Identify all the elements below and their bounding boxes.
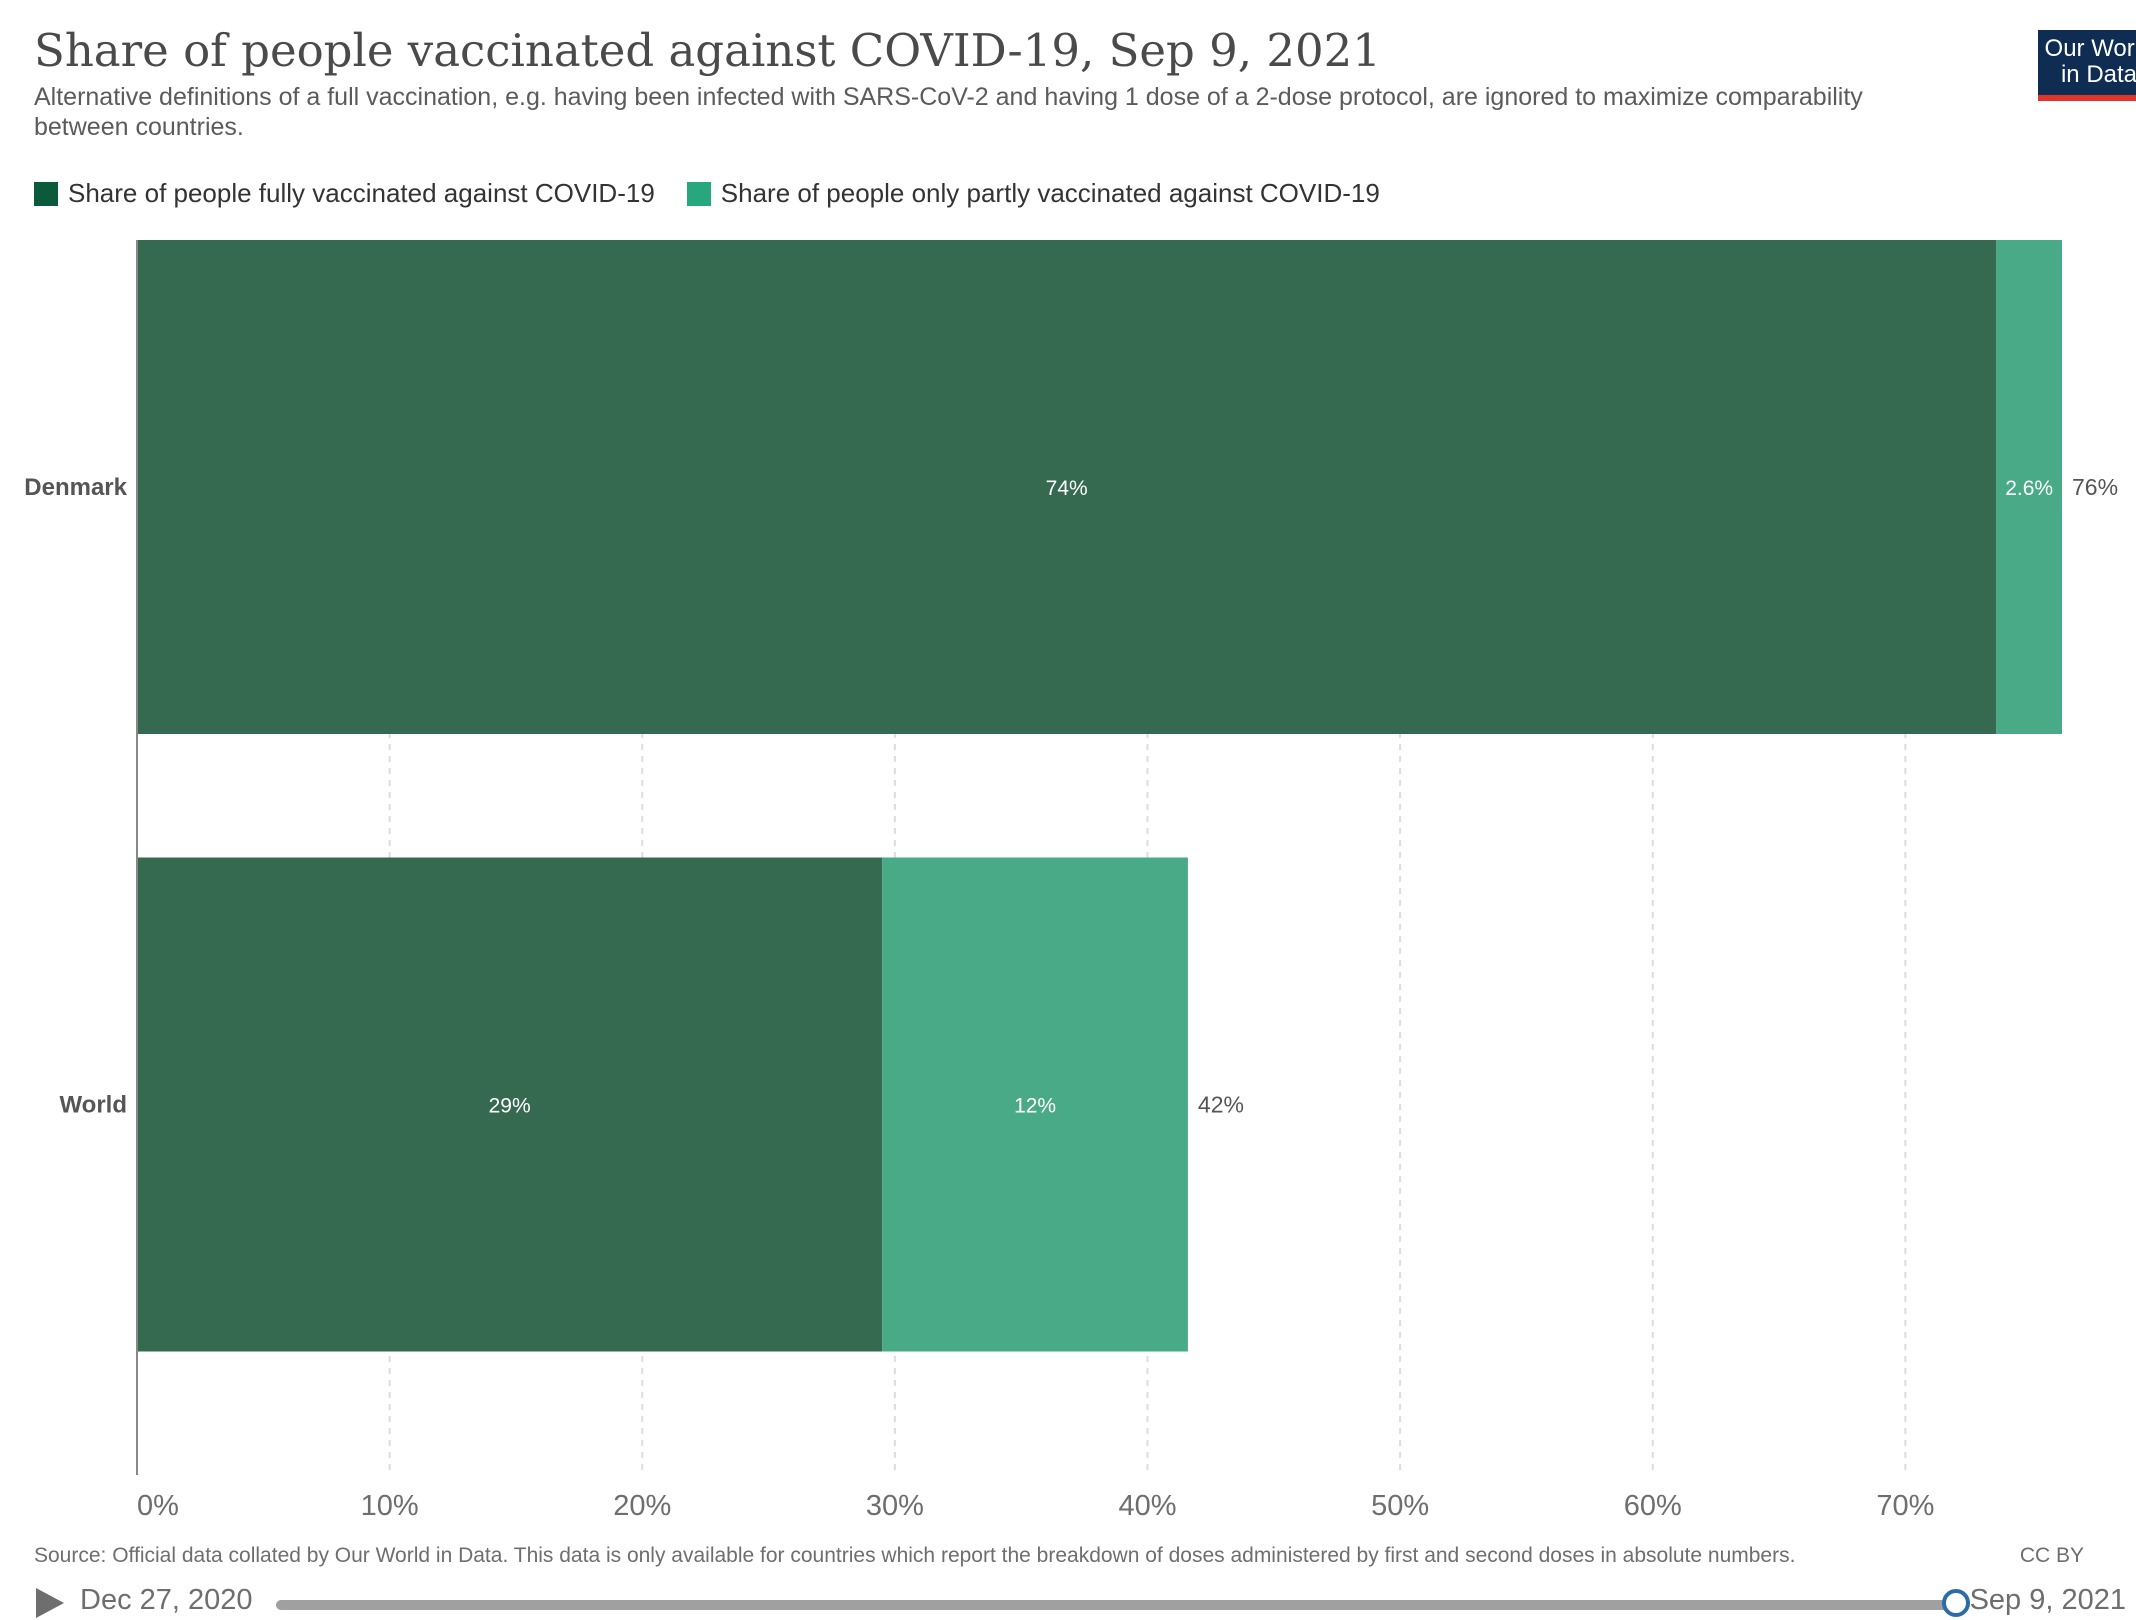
timeline: Dec 27, 2020 Sep 9, 2021 <box>0 1580 2136 1620</box>
legend-swatch-partly <box>686 181 711 206</box>
bar-value-label: 74% <box>1046 477 1088 500</box>
bar-value-label: 29% <box>489 1095 531 1118</box>
bar-total-label: 76% <box>2072 474 2118 500</box>
chart-subtitle: Alternative definitions of a full vaccin… <box>34 83 1863 141</box>
timeline-handle[interactable] <box>1942 1589 1970 1617</box>
x-tick-label: 30% <box>866 1490 924 1522</box>
play-icon[interactable] <box>36 1588 64 1618</box>
legend-label-fully: Share of people fully vaccinated against… <box>68 178 655 208</box>
x-tick-label: 40% <box>1118 1490 1176 1522</box>
chart-title: Share of people vaccinated against COVID… <box>34 24 1381 77</box>
x-tick-label: 0% <box>137 1490 179 1522</box>
legend-label-partly: Share of people only partly vaccinated a… <box>720 178 1380 208</box>
x-tick-label: 70% <box>1876 1490 1934 1522</box>
bar-segment <box>137 857 883 1352</box>
category-label: World <box>59 1092 127 1119</box>
legend-item-fully[interactable]: Share of people fully vaccinated against… <box>34 178 655 209</box>
bar-chart: 0% 10% 20% 30% 40% 50% 60% 70% 74% 2.6% 76% Denmark… <box>24 240 2118 1522</box>
legend-item-partly[interactable]: Share of people only partly vaccinated a… <box>686 178 1380 209</box>
x-tick-label: 60% <box>1624 1490 1682 1522</box>
x-tick-label: 50% <box>1371 1490 1429 1522</box>
timeline-track-fill <box>276 1600 1956 1610</box>
bar-total-label: 42% <box>1198 1092 1244 1118</box>
bar-value-label: 12% <box>1014 1095 1056 1118</box>
bar-segment <box>137 240 1997 734</box>
logo-line-1: Our World <box>2044 35 2136 62</box>
owid-logo[interactable]: Our World in Data <box>2038 30 2136 101</box>
timeline-start-label[interactable]: Dec 27, 2020 <box>80 1584 253 1616</box>
category-label: Denmark <box>24 474 127 501</box>
x-tick-label: 10% <box>361 1490 419 1522</box>
legend-swatch-fully <box>34 181 58 206</box>
timeline-end-label[interactable]: Sep 9, 2021 <box>1969 1584 2126 1616</box>
chart-legend: Share of people fully vaccinated against… <box>34 178 1412 209</box>
source-note: Source: Official data collated by Our Wo… <box>34 1544 1796 1567</box>
x-tick-label: 20% <box>613 1490 671 1522</box>
license-link[interactable]: CC BY <box>2019 1544 2084 1567</box>
logo-red-bar <box>2038 95 2136 101</box>
bar-segment <box>1996 240 2062 734</box>
logo-line-2: in Data <box>2060 61 2136 88</box>
bar-value-label: 2.6% <box>2005 477 2053 500</box>
bar-segment <box>882 857 1188 1352</box>
